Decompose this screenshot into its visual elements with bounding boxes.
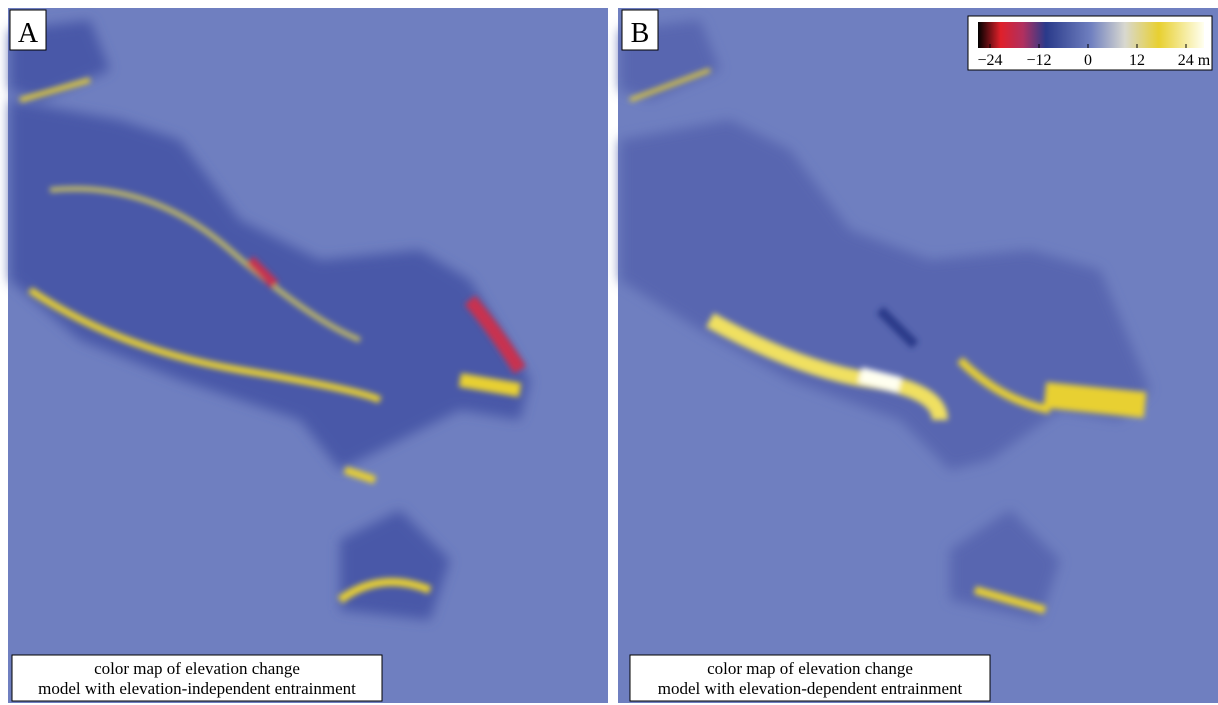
panel-label: B [631, 18, 650, 49]
colorbar-tick-label: 12 [1129, 52, 1145, 69]
caption-line: color map of elevation change [94, 659, 300, 678]
panel-a: A color map of elevation change model wi… [8, 8, 608, 703]
panel-label: A [18, 18, 39, 49]
colorbar-tick-label: −12 [1026, 52, 1051, 69]
panel-b: B color map of elevation change model wi… [618, 8, 1218, 703]
colorbar-tick-label: 0 [1084, 52, 1092, 69]
caption-line: color map of elevation change [707, 659, 913, 678]
colorbar-tick-label: −24 [977, 52, 1002, 69]
page: A color map of elevation change model wi… [0, 0, 1218, 705]
colorbar-tick-label: 24 m [1178, 52, 1211, 69]
caption-line: model with elevation-independent entrain… [38, 679, 356, 698]
figure: A color map of elevation change model wi… [0, 0, 1218, 705]
caption-line: model with elevation-dependent entrainme… [658, 679, 963, 698]
colorbar [978, 22, 1204, 48]
